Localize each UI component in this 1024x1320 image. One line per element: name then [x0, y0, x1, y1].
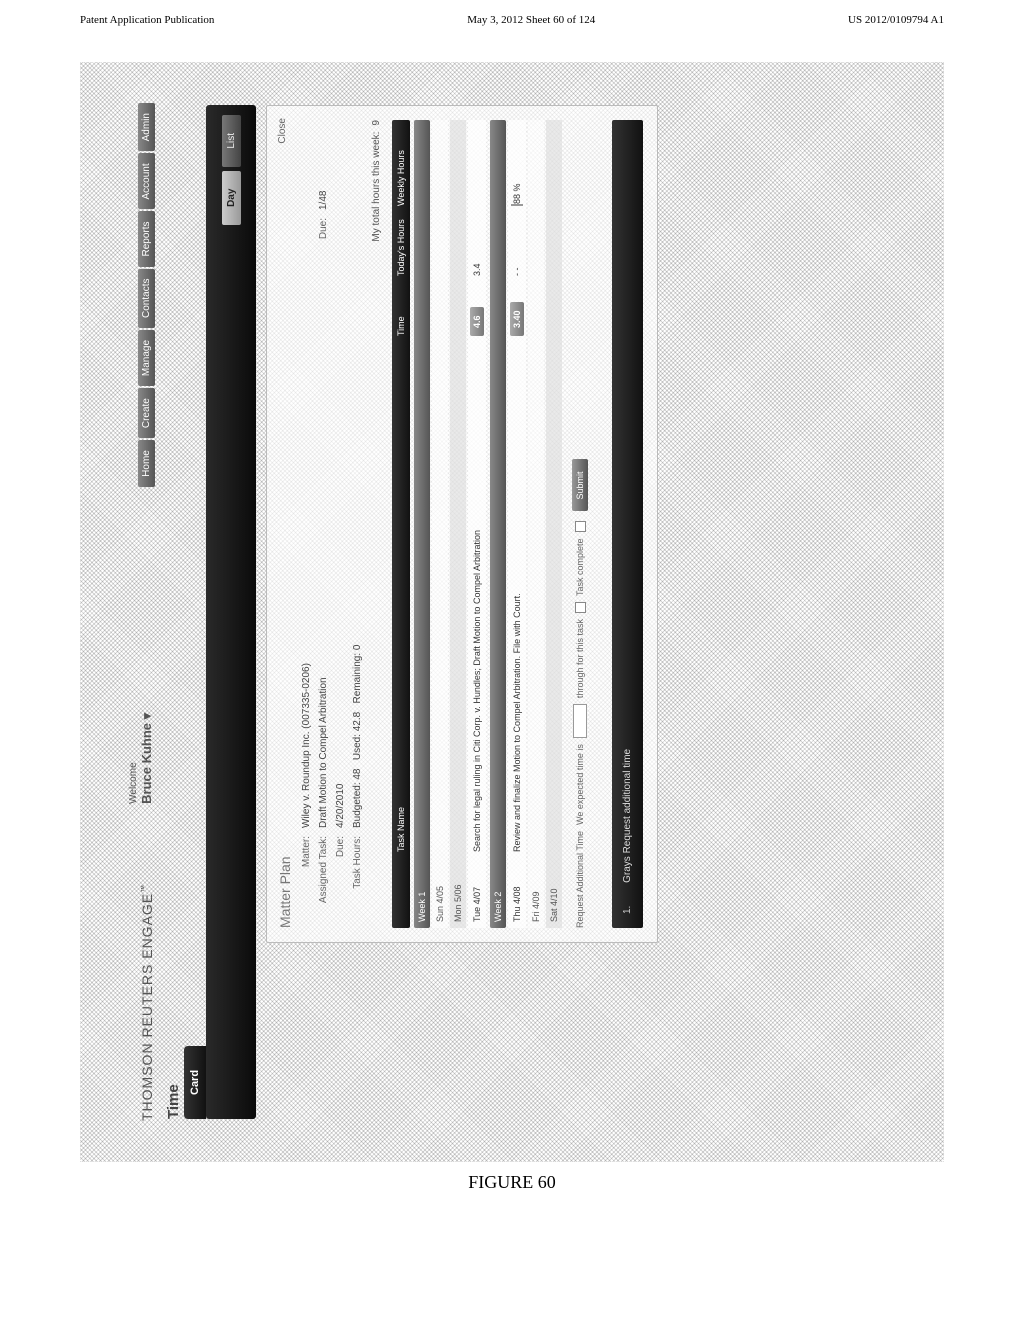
req-extra-text[interactable]: Grays Request additional time	[622, 749, 633, 883]
request-extra-panel: 1. Grays Request additional time	[612, 120, 643, 928]
toolbar-bar: Day List	[206, 105, 256, 1119]
total-week-row: My total hours this week: 9	[371, 120, 382, 928]
matter-plan-panel: Matter Plan Close Matter: Wiley v. Round…	[266, 105, 658, 943]
brand-logo: THOMSON REUTERS ENGAGE™	[139, 884, 155, 1121]
entry-thu[interactable]: Thu 4/08 Review and finalize Motion to C…	[508, 120, 526, 928]
entry-today: - -	[512, 206, 522, 276]
header-center: May 3, 2012 Sheet 60 of 124	[467, 14, 595, 26]
app-window: THOMSON REUTERS ENGAGE™ Welcome Bruce Ku…	[122, 87, 902, 1137]
main-columns: Matter Plan Close Matter: Wiley v. Round…	[266, 105, 658, 1119]
chevron-down-icon: ▾	[139, 713, 154, 720]
day-label: Sat 4/10	[549, 888, 559, 922]
nav-reports[interactable]: Reports	[138, 212, 155, 267]
nav-create[interactable]: Create	[138, 388, 155, 438]
close-link[interactable]: Close	[277, 118, 288, 144]
entry-time: 3.40	[510, 302, 524, 336]
budgeted: Budgeted: 48	[352, 769, 363, 829]
day-sat[interactable]: Sat 4/10	[546, 120, 562, 928]
assigned-task-value: Draft Motion to Compel Arbitration	[318, 300, 329, 828]
header-right: US 2012/0109794 A1	[848, 14, 944, 26]
week2-head[interactable]: Week 2	[490, 120, 506, 928]
request-row: Request Additional Time We expected time…	[572, 120, 588, 928]
day-mon[interactable]: Mon 5/06	[450, 120, 466, 928]
entry-tue[interactable]: Tue 4/07 Search for legal ruling in Citi…	[468, 120, 486, 928]
matter-value: Wiley v. Roundup Inc. (007335-0206)	[301, 300, 312, 828]
task-complete-checkbox[interactable]	[575, 602, 586, 613]
trademark: ™	[139, 884, 148, 893]
hdr-time: Time	[396, 276, 406, 336]
nav-manage[interactable]: Manage	[138, 330, 155, 386]
task-complete-label: Task complete	[575, 538, 585, 596]
page-title: Time	[159, 87, 184, 1137]
entry-time: 4.6	[470, 307, 484, 336]
hdr-today: Today's Hours	[396, 206, 406, 276]
app-header: THOMSON REUTERS ENGAGE™ Welcome Bruce Ku…	[122, 87, 159, 1137]
day-label: Mon 5/06	[453, 884, 463, 922]
day-label: Sun 4/05	[435, 886, 445, 922]
day-label: Fri 4/09	[531, 891, 541, 922]
matter-plan-grid: Matter: Wiley v. Roundup Inc. (007335-02…	[301, 120, 363, 928]
remaining: Remaining: 0	[352, 645, 363, 704]
welcome-user[interactable]: Bruce Kuhne ▾	[139, 713, 155, 804]
entry-day: Thu 4/08	[512, 852, 522, 922]
time-grid-header: Task Name Time Today's Hours Weekly Hour…	[392, 120, 410, 928]
pct: %	[512, 183, 522, 191]
due-value2: 1/48	[318, 120, 329, 210]
panel-title: Matter Plan	[277, 120, 293, 928]
week1-head[interactable]: Week 1	[414, 120, 430, 928]
submit-checkbox[interactable]	[575, 521, 586, 532]
day-fri[interactable]: Fri 4/09	[528, 120, 544, 928]
welcome-label: Welcome	[128, 713, 139, 804]
weekly-val: 88	[512, 194, 522, 204]
rotated-screenshot: THOMSON REUTERS ENGAGE™ Welcome Bruce Ku…	[122, 87, 902, 1137]
request-note: We expected time is	[575, 744, 585, 825]
tabs-row: Card	[184, 87, 206, 1137]
figure-label: FIGURE 60	[0, 1172, 1024, 1193]
tab-card[interactable]: Card	[184, 1046, 206, 1119]
task-hours-value: Budgeted: 48 Used: 42.8 Remaining: 0	[352, 300, 363, 828]
due-value: 4/20/2010	[335, 300, 346, 828]
request-note2: through for this task	[575, 619, 585, 698]
hdr-taskname: Task Name	[396, 336, 406, 852]
matter-label: Matter:	[301, 828, 312, 928]
due-label: Due:	[335, 828, 346, 928]
week1: Week 1 Sun 4/05 Mon 5/06 Tue 4/07 Search…	[414, 120, 486, 928]
entry-day: Tue 4/07	[472, 852, 482, 922]
assigned-task-label: Assigned Task:	[318, 828, 329, 928]
welcome-block: Welcome Bruce Kuhne ▾	[128, 713, 155, 804]
view-list[interactable]: List	[222, 115, 241, 167]
day-sun[interactable]: Sun 4/05	[432, 120, 448, 928]
week2: Week 2 Thu 4/08 Review and finalize Moti…	[490, 120, 562, 928]
submit-button[interactable]: Submit	[572, 459, 588, 511]
figure-container: THOMSON REUTERS ENGAGE™ Welcome Bruce Ku…	[80, 62, 944, 1162]
weekly-box[interactable]	[511, 204, 523, 206]
brand-text: THOMSON REUTERS ENGAGE	[139, 893, 155, 1121]
entry-task: Search for legal ruling in Citi Corp. v.…	[472, 336, 482, 852]
req-extra-num: 1.	[622, 906, 633, 914]
patent-page-header: Patent Application Publication May 3, 20…	[0, 0, 1024, 32]
entry-weekly: 88 %	[512, 126, 522, 206]
due-label2: Due:	[318, 210, 329, 300]
entry-task: Review and finalize Motion to Compel Arb…	[512, 336, 522, 852]
hdr-blank	[396, 852, 406, 922]
welcome-name-text: Bruce Kuhne	[139, 723, 154, 804]
task-hours-label: Task Hours:	[352, 828, 363, 928]
nav-account[interactable]: Account	[138, 153, 155, 209]
request-label: Request Additional Time	[575, 831, 585, 928]
hdr-weekly: Weekly Hours	[396, 126, 406, 206]
left-spacer	[266, 959, 658, 1119]
total-week-label: My total hours this week:	[371, 132, 382, 242]
header-left: Patent Application Publication	[80, 14, 214, 26]
nav-admin[interactable]: Admin	[138, 103, 155, 151]
entry-today: 3.4	[472, 206, 482, 276]
request-input[interactable]	[573, 704, 587, 738]
view-day[interactable]: Day	[222, 171, 241, 225]
nav-contacts[interactable]: Contacts	[138, 269, 155, 328]
nav-home[interactable]: Home	[138, 440, 155, 487]
top-nav: Home Create Manage Contacts Reports Acco…	[138, 103, 155, 487]
used: Used: 42.8	[352, 712, 363, 760]
total-week-value: 9	[371, 120, 382, 126]
